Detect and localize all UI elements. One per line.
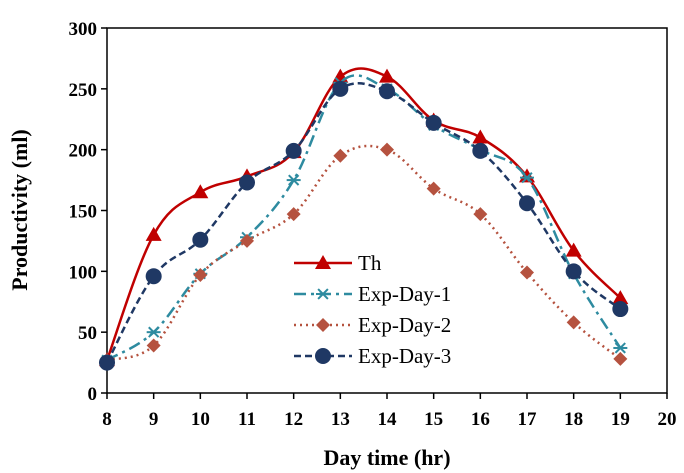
- x-tick-label: 10: [191, 409, 210, 430]
- data-point: [286, 174, 301, 186]
- data-point: [379, 83, 395, 100]
- x-tick-label: 17: [518, 409, 538, 430]
- legend-item: Exp-Day-3: [294, 344, 451, 368]
- data-point: [332, 80, 349, 97]
- legend-marker: [315, 348, 331, 364]
- data-point: [193, 267, 208, 282]
- y-tick-label: 0: [88, 384, 98, 405]
- data-point: [613, 351, 628, 366]
- data-point: [286, 207, 301, 222]
- data-point: [332, 68, 349, 83]
- data-point: [519, 195, 535, 212]
- x-tick-label: 12: [284, 409, 303, 430]
- x-tick-label: 13: [331, 409, 350, 430]
- y-axis-title: Productivity (ml): [7, 129, 32, 291]
- series-layer: [99, 67, 629, 371]
- data-point: [285, 142, 302, 159]
- data-point: [192, 231, 209, 248]
- data-point: [565, 263, 582, 280]
- legend-background: [280, 245, 495, 373]
- data-point: [612, 290, 629, 305]
- x-tick-label: 16: [471, 409, 490, 430]
- x-axis-title: Day time (hr): [323, 445, 450, 470]
- data-point: [566, 315, 581, 330]
- legend-marker: [316, 318, 330, 332]
- data-point: [239, 174, 255, 191]
- data-point: [472, 129, 489, 144]
- y-tick-label: 100: [69, 262, 98, 283]
- data-point: [472, 142, 489, 159]
- legend-label: Th: [358, 251, 382, 275]
- data-point: [473, 207, 488, 222]
- series-line: [105, 82, 622, 364]
- x-tick-label: 14: [378, 409, 398, 430]
- data-point: [145, 268, 162, 285]
- data-point: [379, 68, 395, 83]
- data-point: [146, 338, 161, 353]
- data-point: [192, 184, 209, 199]
- y-axis-ticks: 0 50 100 150 200 250 300: [69, 19, 107, 405]
- legend-item: Th: [294, 251, 382, 275]
- data-point: [613, 342, 628, 354]
- data-point: [146, 326, 161, 338]
- y-tick-label: 50: [78, 323, 97, 344]
- legend-marker: [315, 255, 331, 269]
- x-tick-label: 11: [238, 409, 256, 430]
- legend-marker: [316, 288, 330, 300]
- data-point: [99, 354, 115, 371]
- x-tick-label: 8: [102, 409, 112, 430]
- x-axis-ticks: 8 9 10 11 12 13 14 15 16 17 18 19 20: [102, 393, 677, 430]
- data-point: [426, 181, 441, 196]
- legend-item: Exp-Day-1: [294, 282, 451, 306]
- x-tick-label: 19: [611, 409, 630, 430]
- data-point: [145, 226, 162, 241]
- data-point: [380, 142, 394, 157]
- y-tick-label: 250: [69, 80, 98, 101]
- data-point: [565, 242, 582, 257]
- y-tick-label: 200: [69, 141, 98, 162]
- legend-label: Exp-Day-2: [358, 313, 451, 337]
- data-point: [520, 172, 534, 184]
- y-tick-label: 150: [69, 202, 98, 223]
- data-point: [240, 233, 254, 248]
- y-tick-label: 300: [69, 19, 98, 40]
- series-line: [105, 67, 622, 361]
- data-point: [425, 114, 442, 131]
- legend: Th Exp-Day-1 Exp-Day-2 Exp-Day-3: [280, 245, 495, 373]
- legend-label: Exp-Day-1: [358, 282, 451, 306]
- series-exp-day-3: [99, 80, 629, 371]
- x-tick-label: 20: [658, 409, 677, 430]
- data-point: [519, 168, 535, 183]
- x-tick-label: 9: [149, 409, 159, 430]
- data-point: [333, 148, 348, 163]
- legend-item: Exp-Day-2: [294, 313, 451, 337]
- data-point: [612, 301, 629, 318]
- x-tick-label: 18: [564, 409, 583, 430]
- x-tick-label: 15: [424, 409, 443, 430]
- legend-label: Exp-Day-3: [358, 344, 451, 368]
- data-point: [520, 265, 534, 280]
